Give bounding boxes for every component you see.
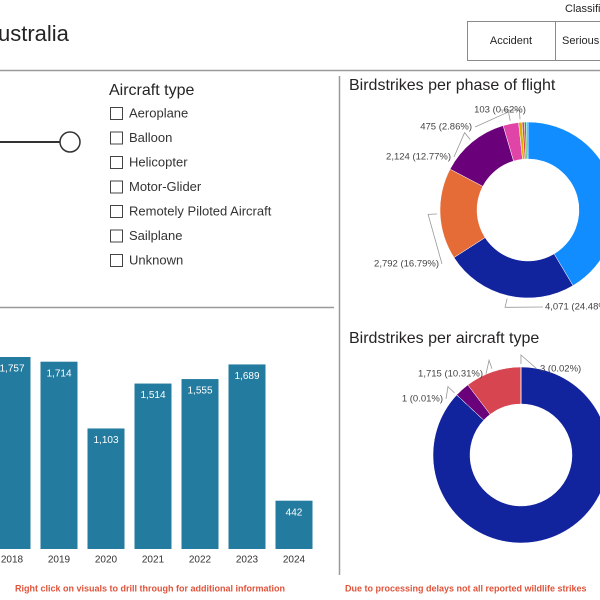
data-label: 1,715 (10.31%) [418, 369, 483, 380]
checkbox[interactable] [110, 156, 123, 169]
checkbox[interactable] [110, 229, 123, 243]
x-tick-label: 2019 [48, 555, 71, 566]
chart-title: Birdstrikes per aircraft type [349, 330, 539, 347]
leader-line [427, 213, 443, 265]
bar [87, 428, 125, 549]
filter-button-label[interactable]: Accident [490, 35, 532, 47]
report-title: ustralia [0, 21, 70, 46]
checkbox-label[interactable]: Motor-Glider [129, 179, 202, 194]
checkbox-label[interactable]: Balloon [129, 130, 172, 145]
data-label: 4,071 (24.48%) [545, 302, 600, 313]
bar [0, 357, 31, 549]
leader-line [504, 298, 544, 308]
footer-note: Right click on visuals to drill through … [15, 583, 285, 593]
checkbox[interactable] [110, 131, 123, 145]
checkbox-label[interactable]: Helicopter [129, 154, 188, 169]
x-tick-label: 2021 [142, 555, 165, 566]
data-label: 1,103 [93, 435, 118, 446]
bar [275, 500, 313, 549]
checkbox-label[interactable]: Sailplane [129, 228, 183, 243]
leader-line [453, 131, 471, 158]
checkbox[interactable] [110, 180, 123, 194]
charts: 1,757 2018 1,714 2019 1,103 2020 1,514 2021 1,55… [0, 105, 600, 566]
checkbox-label[interactable]: Unknown [129, 252, 183, 267]
leader-line [499, 109, 521, 120]
checkbox[interactable] [110, 107, 123, 120]
leader-line [485, 358, 493, 375]
data-label: 1,555 [187, 386, 212, 397]
filter-button[interactable] [555, 21, 600, 61]
data-label: 1,714 [46, 368, 71, 379]
leader-line [474, 111, 511, 128]
filter-label: Classifi [565, 3, 600, 15]
data-label: 1 (0.01%) [402, 394, 443, 405]
x-tick-label: 2024 [283, 555, 306, 566]
data-label: 1,689 [234, 371, 259, 382]
bar [134, 383, 172, 549]
x-tick-label: 2023 [236, 555, 259, 566]
donut-segment [526, 121, 529, 160]
filter-button-label[interactable]: Serious i [562, 35, 600, 47]
x-tick-label: 2018 [1, 555, 24, 566]
donut-segment [453, 237, 574, 299]
bar [228, 364, 266, 549]
data-label: 3 (0.02%) [540, 364, 581, 375]
data-label: 1,514 [140, 390, 165, 401]
x-tick-label: 2020 [95, 555, 118, 566]
donut-segment [432, 366, 600, 544]
checkbox-label[interactable]: Aeroplane [129, 105, 188, 120]
checkbox-list: Aeroplane Balloon Helicopter Motor-Glider Re… [110, 105, 272, 267]
data-label: 2,792 (16.79%) [374, 259, 439, 270]
bar [40, 361, 78, 549]
bar [181, 379, 219, 549]
data-label: 1,757 [0, 364, 25, 375]
filter-button[interactable] [467, 21, 556, 61]
leader-line [445, 385, 455, 400]
checkbox[interactable] [110, 254, 123, 267]
data-label: 2,124 (12.77%) [386, 152, 451, 163]
data-label: 475 (2.86%) [420, 122, 472, 133]
data-label: 442 [286, 507, 303, 518]
filter-title: Aircraft type [109, 82, 194, 99]
slider-handle[interactable] [59, 131, 81, 153]
leader-line [520, 354, 538, 370]
data-label: 103 (0.62%) [474, 105, 526, 116]
checkbox[interactable] [110, 205, 123, 218]
chart-title: Birdstrikes per phase of flight [349, 77, 556, 94]
x-tick-label: 2022 [189, 555, 212, 566]
donut-segment [527, 121, 600, 286]
footer-note: Due to processing delays not all reporte… [345, 583, 587, 593]
checkbox-label[interactable]: Remotely Piloted Aircraft [129, 203, 272, 218]
